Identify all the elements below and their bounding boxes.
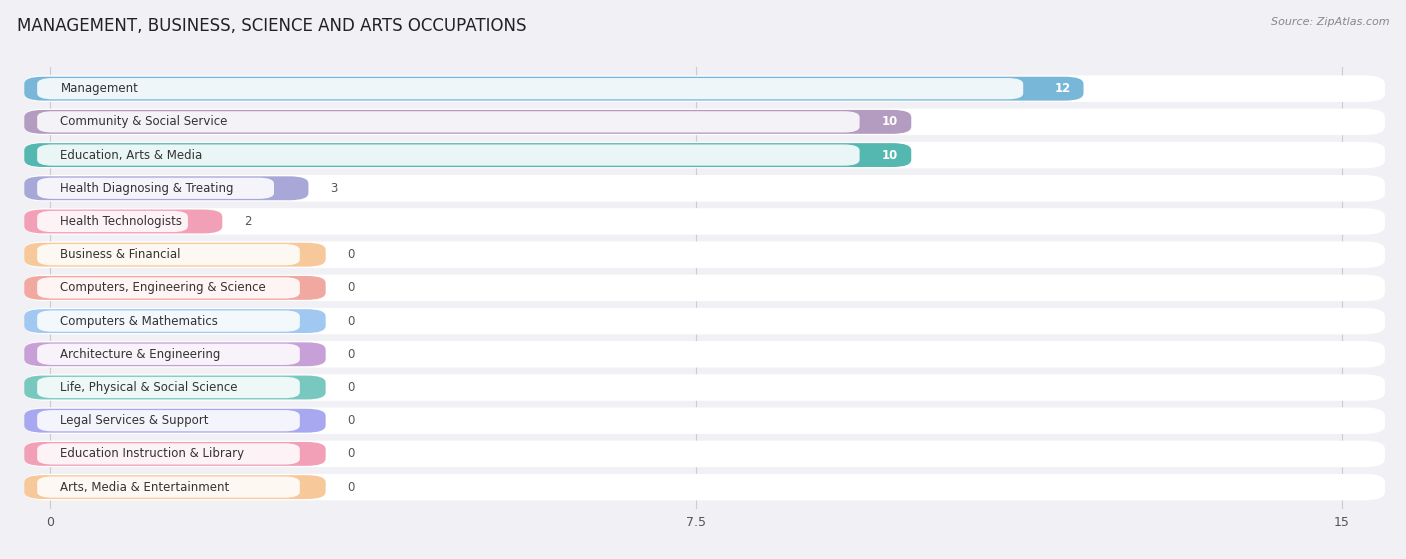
Text: Health Technologists: Health Technologists (60, 215, 183, 228)
Text: 10: 10 (882, 115, 898, 129)
FancyBboxPatch shape (24, 409, 326, 433)
FancyBboxPatch shape (24, 376, 326, 400)
Text: 0: 0 (347, 348, 354, 361)
FancyBboxPatch shape (24, 77, 1084, 101)
Text: Computers & Mathematics: Computers & Mathematics (60, 315, 218, 328)
Text: 12: 12 (1054, 82, 1070, 95)
Text: Life, Physical & Social Science: Life, Physical & Social Science (60, 381, 238, 394)
FancyBboxPatch shape (24, 475, 326, 499)
FancyBboxPatch shape (24, 142, 1385, 168)
FancyBboxPatch shape (24, 276, 326, 300)
FancyBboxPatch shape (24, 308, 1385, 334)
FancyBboxPatch shape (24, 243, 326, 267)
FancyBboxPatch shape (37, 476, 299, 498)
FancyBboxPatch shape (37, 310, 299, 331)
FancyBboxPatch shape (24, 208, 1385, 235)
FancyBboxPatch shape (37, 244, 299, 266)
Text: 0: 0 (347, 481, 354, 494)
Text: Legal Services & Support: Legal Services & Support (60, 414, 209, 427)
Text: Computers, Engineering & Science: Computers, Engineering & Science (60, 281, 266, 295)
FancyBboxPatch shape (24, 442, 326, 466)
FancyBboxPatch shape (24, 374, 1385, 401)
FancyBboxPatch shape (24, 110, 911, 134)
FancyBboxPatch shape (24, 176, 308, 200)
Text: Arts, Media & Entertainment: Arts, Media & Entertainment (60, 481, 229, 494)
FancyBboxPatch shape (24, 108, 1385, 135)
Text: Business & Financial: Business & Financial (60, 248, 181, 261)
Text: 0: 0 (347, 315, 354, 328)
Text: MANAGEMENT, BUSINESS, SCIENCE AND ARTS OCCUPATIONS: MANAGEMENT, BUSINESS, SCIENCE AND ARTS O… (17, 17, 526, 35)
FancyBboxPatch shape (37, 211, 188, 232)
FancyBboxPatch shape (37, 111, 859, 132)
FancyBboxPatch shape (37, 410, 299, 432)
Text: 0: 0 (347, 447, 354, 461)
FancyBboxPatch shape (37, 178, 274, 199)
FancyBboxPatch shape (37, 277, 299, 299)
Text: 10: 10 (882, 149, 898, 162)
Text: 0: 0 (347, 281, 354, 295)
FancyBboxPatch shape (24, 241, 1385, 268)
Text: 0: 0 (347, 414, 354, 427)
Text: 0: 0 (347, 381, 354, 394)
FancyBboxPatch shape (37, 443, 299, 465)
Text: Community & Social Service: Community & Social Service (60, 115, 228, 129)
FancyBboxPatch shape (24, 210, 222, 234)
FancyBboxPatch shape (24, 309, 326, 333)
Text: Education, Arts & Media: Education, Arts & Media (60, 149, 202, 162)
FancyBboxPatch shape (24, 175, 1385, 202)
FancyBboxPatch shape (37, 377, 299, 398)
FancyBboxPatch shape (24, 341, 1385, 368)
FancyBboxPatch shape (24, 474, 1385, 500)
Text: Management: Management (60, 82, 138, 95)
FancyBboxPatch shape (24, 342, 326, 366)
FancyBboxPatch shape (37, 144, 859, 165)
FancyBboxPatch shape (24, 143, 911, 167)
FancyBboxPatch shape (37, 344, 299, 365)
FancyBboxPatch shape (24, 75, 1385, 102)
FancyBboxPatch shape (37, 78, 1024, 100)
Text: Education Instruction & Library: Education Instruction & Library (60, 447, 245, 461)
Text: 0: 0 (347, 248, 354, 261)
Text: 2: 2 (243, 215, 252, 228)
FancyBboxPatch shape (24, 274, 1385, 301)
Text: Architecture & Engineering: Architecture & Engineering (60, 348, 221, 361)
Text: 3: 3 (330, 182, 337, 195)
FancyBboxPatch shape (24, 408, 1385, 434)
FancyBboxPatch shape (24, 440, 1385, 467)
Text: Source: ZipAtlas.com: Source: ZipAtlas.com (1271, 17, 1389, 27)
Text: Health Diagnosing & Treating: Health Diagnosing & Treating (60, 182, 233, 195)
